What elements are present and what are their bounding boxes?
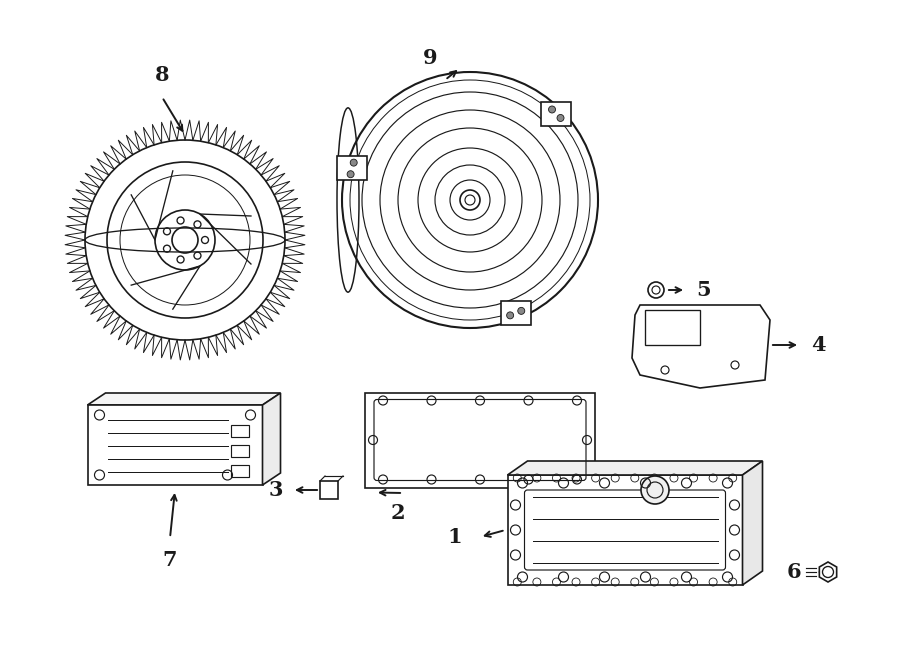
Circle shape [507, 312, 514, 319]
Circle shape [548, 106, 555, 113]
Text: 7: 7 [163, 550, 177, 570]
Text: 8: 8 [155, 65, 169, 85]
Polygon shape [87, 405, 263, 485]
Text: 4: 4 [811, 335, 825, 355]
Polygon shape [508, 475, 742, 585]
Polygon shape [819, 562, 837, 582]
Polygon shape [263, 393, 281, 485]
Text: 5: 5 [697, 280, 711, 300]
Polygon shape [632, 305, 770, 388]
FancyBboxPatch shape [338, 157, 367, 180]
Text: 9: 9 [423, 48, 437, 68]
Circle shape [518, 307, 525, 315]
Polygon shape [742, 461, 762, 585]
Text: 6: 6 [787, 562, 801, 582]
Polygon shape [365, 393, 595, 488]
Polygon shape [508, 461, 762, 475]
FancyBboxPatch shape [500, 301, 531, 325]
Polygon shape [87, 393, 281, 405]
Text: 3: 3 [269, 480, 284, 500]
Circle shape [347, 171, 354, 178]
Text: 2: 2 [391, 503, 405, 523]
Circle shape [350, 159, 357, 166]
Text: 1: 1 [447, 527, 463, 547]
FancyBboxPatch shape [541, 102, 572, 126]
Polygon shape [320, 481, 338, 499]
Circle shape [557, 114, 564, 122]
Circle shape [641, 476, 669, 504]
